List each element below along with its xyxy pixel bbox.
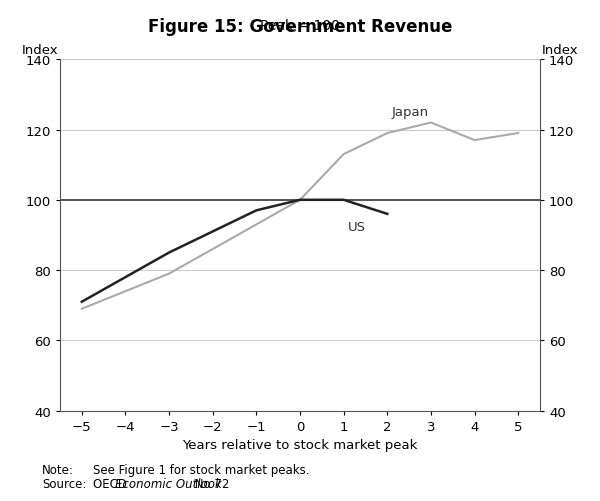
Text: Figure 15: Government Revenue: Figure 15: Government Revenue [148,18,452,36]
Text: Source:: Source: [42,477,86,490]
Text: OECD: OECD [93,477,131,490]
Text: Japan: Japan [392,106,429,119]
X-axis label: Years relative to stock market peak: Years relative to stock market peak [182,438,418,451]
Text: Index: Index [542,44,578,57]
Text: No 72: No 72 [191,477,229,490]
Text: Note:: Note: [42,463,74,476]
Text: See Figure 1 for stock market peaks.: See Figure 1 for stock market peaks. [93,463,310,476]
Text: US: US [348,220,366,233]
Title: Peak = 100: Peak = 100 [260,19,340,33]
Text: Index: Index [22,44,58,57]
Text: Economic Outlook: Economic Outlook [115,477,222,490]
